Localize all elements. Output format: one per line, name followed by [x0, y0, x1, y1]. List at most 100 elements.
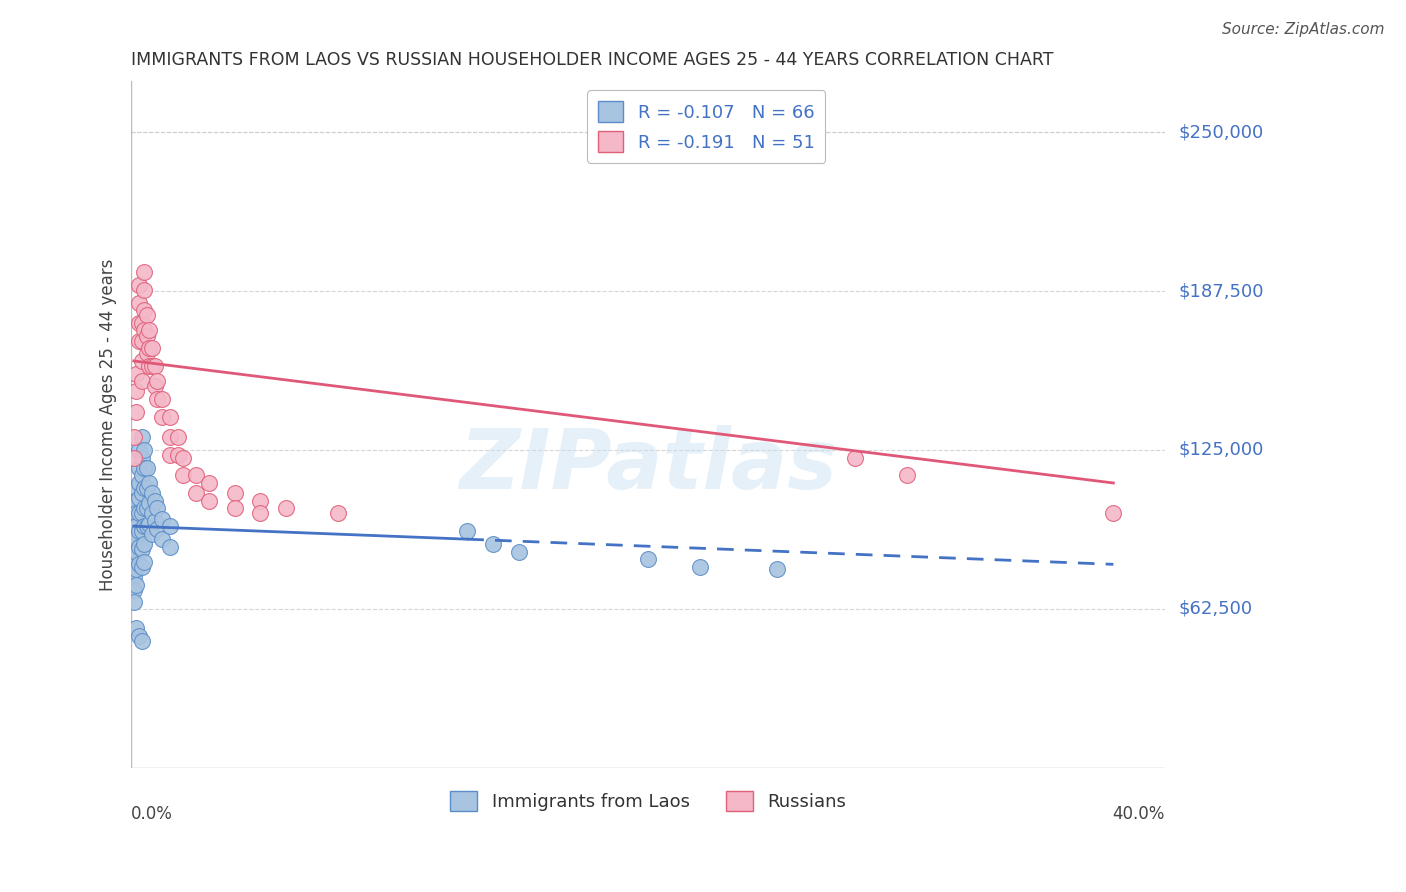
Point [249, 493, 271, 508]
Text: 0.0%: 0.0% [131, 805, 173, 823]
Point [159, 519, 181, 533]
Point [134, 265, 156, 279]
Point [134, 481, 156, 495]
Point [131, 450, 153, 465]
Point [166, 448, 188, 462]
Point [128, 507, 150, 521]
Point [122, 582, 145, 597]
Point [896, 468, 918, 483]
Point [146, 392, 169, 406]
Point [482, 537, 505, 551]
Point [141, 341, 163, 355]
Point [128, 442, 150, 457]
Point [143, 379, 166, 393]
Point [122, 507, 145, 521]
Text: IMMIGRANTS FROM LAOS VS RUSSIAN HOUSEHOLDER INCOME AGES 25 - 44 YEARS CORRELATIO: IMMIGRANTS FROM LAOS VS RUSSIAN HOUSEHOL… [131, 51, 1053, 69]
Point [128, 295, 150, 310]
Point [125, 532, 148, 546]
Text: $62,500: $62,500 [1180, 599, 1253, 618]
Point [135, 519, 157, 533]
Point [131, 507, 153, 521]
Point [166, 430, 188, 444]
Point [125, 562, 148, 576]
Point [138, 341, 160, 355]
Point [143, 493, 166, 508]
Point [159, 430, 181, 444]
Point [122, 430, 145, 444]
Point [224, 486, 246, 500]
Legend: Immigrants from Laos, Russians: Immigrants from Laos, Russians [441, 781, 855, 821]
Point [131, 486, 153, 500]
Point [184, 468, 207, 483]
Point [131, 334, 153, 348]
Point [276, 501, 298, 516]
Point [143, 359, 166, 373]
Point [128, 460, 150, 475]
Point [172, 468, 194, 483]
Point [159, 448, 181, 462]
Text: ZIPatlas: ZIPatlas [460, 425, 837, 506]
Point [128, 475, 150, 490]
Point [131, 316, 153, 330]
Text: Source: ZipAtlas.com: Source: ZipAtlas.com [1222, 22, 1385, 37]
Point [122, 570, 145, 584]
Point [150, 532, 173, 546]
Point [249, 507, 271, 521]
Point [131, 524, 153, 539]
Point [844, 450, 866, 465]
Point [197, 493, 219, 508]
Point [131, 354, 153, 368]
Point [138, 496, 160, 510]
Point [134, 442, 156, 457]
Point [134, 460, 156, 475]
Point [128, 540, 150, 554]
Point [689, 560, 711, 574]
Point [125, 577, 148, 591]
Text: $187,500: $187,500 [1180, 282, 1264, 300]
Point [128, 334, 150, 348]
Point [128, 316, 150, 330]
Point [128, 628, 150, 642]
Point [125, 493, 148, 508]
Point [150, 392, 173, 406]
Point [128, 277, 150, 292]
Point [141, 359, 163, 373]
Y-axis label: Householder Income Ages 25 - 44 years: Householder Income Ages 25 - 44 years [100, 259, 117, 591]
Point [125, 481, 148, 495]
Point [146, 374, 169, 388]
Point [134, 519, 156, 533]
Point [131, 633, 153, 648]
Point [134, 283, 156, 297]
Point [146, 522, 169, 536]
Point [122, 544, 145, 558]
Point [159, 409, 181, 424]
Point [131, 374, 153, 388]
Point [150, 409, 173, 424]
Point [125, 384, 148, 399]
Point [326, 507, 349, 521]
Point [637, 552, 659, 566]
Point [135, 460, 157, 475]
Point [766, 562, 789, 576]
Point [134, 537, 156, 551]
Point [508, 544, 530, 558]
Point [141, 507, 163, 521]
Point [122, 532, 145, 546]
Point [138, 359, 160, 373]
Point [125, 405, 148, 419]
Point [135, 346, 157, 360]
Point [138, 475, 160, 490]
Point [141, 526, 163, 541]
Point [131, 468, 153, 483]
Point [138, 323, 160, 337]
Text: $125,000: $125,000 [1180, 441, 1264, 459]
Text: $250,000: $250,000 [1180, 123, 1264, 141]
Point [131, 542, 153, 557]
Point [122, 595, 145, 609]
Point [184, 486, 207, 500]
Point [1102, 507, 1125, 521]
Point [131, 560, 153, 574]
Point [134, 303, 156, 318]
Point [128, 558, 150, 572]
Point [159, 540, 181, 554]
